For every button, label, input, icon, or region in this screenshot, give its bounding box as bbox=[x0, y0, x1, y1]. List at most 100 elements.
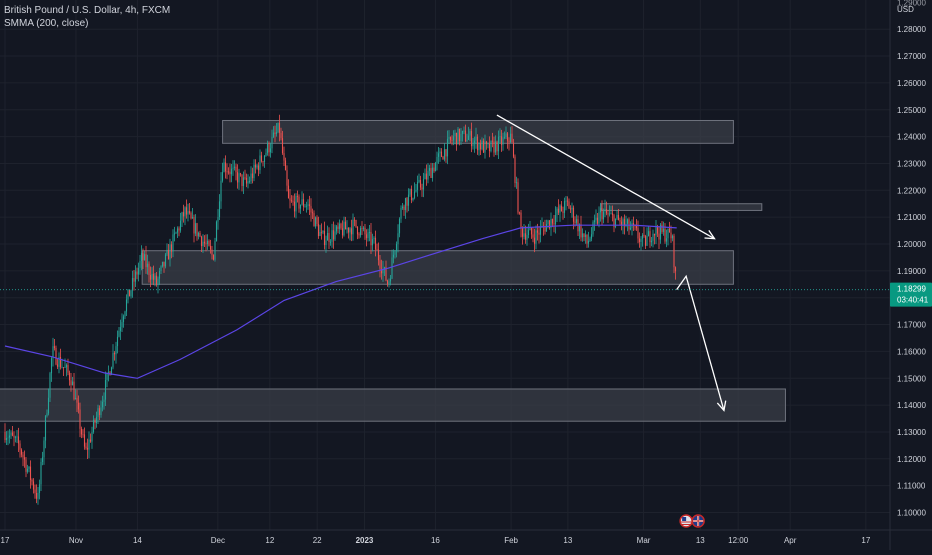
candle-body[interactable] bbox=[664, 228, 666, 242]
candle-body[interactable] bbox=[80, 428, 83, 435]
candle-body[interactable] bbox=[265, 152, 267, 156]
candle-body[interactable] bbox=[587, 241, 590, 244]
candle-body[interactable] bbox=[655, 226, 657, 236]
candle-body[interactable] bbox=[121, 322, 123, 328]
candle-body[interactable] bbox=[550, 219, 552, 229]
candle-body[interactable] bbox=[62, 367, 65, 368]
candle-body[interactable] bbox=[584, 234, 587, 238]
candle-body[interactable] bbox=[502, 137, 504, 145]
candle-body[interactable] bbox=[379, 260, 381, 269]
candle-body[interactable] bbox=[268, 143, 270, 153]
candle-body[interactable] bbox=[430, 168, 432, 178]
candle-body[interactable] bbox=[503, 137, 506, 138]
candle-body[interactable] bbox=[97, 408, 99, 417]
candle-body[interactable] bbox=[539, 227, 542, 235]
candle-body[interactable] bbox=[605, 209, 608, 214]
candle-body[interactable] bbox=[329, 241, 332, 243]
candle-body[interactable] bbox=[464, 130, 467, 142]
candle-body[interactable] bbox=[326, 233, 329, 241]
candle-body[interactable] bbox=[449, 137, 452, 141]
candle-body[interactable] bbox=[310, 206, 312, 213]
candle-body[interactable] bbox=[581, 233, 584, 238]
resistance-zone-minor[interactable] bbox=[600, 203, 763, 211]
candle-body[interactable] bbox=[553, 223, 555, 225]
candle-body[interactable] bbox=[623, 219, 626, 226]
smma-line[interactable] bbox=[4, 224, 677, 379]
candle-body[interactable] bbox=[490, 140, 492, 152]
candle-body[interactable] bbox=[416, 181, 419, 190]
candle-body[interactable] bbox=[544, 226, 546, 232]
candle-body[interactable] bbox=[436, 156, 438, 163]
candle-body[interactable] bbox=[452, 136, 455, 141]
candle-body[interactable] bbox=[451, 140, 453, 141]
candle-body[interactable] bbox=[8, 435, 11, 438]
candle-body[interactable] bbox=[478, 143, 480, 151]
candle-body[interactable] bbox=[599, 208, 602, 213]
candle-body[interactable] bbox=[170, 244, 173, 252]
candle-body[interactable] bbox=[233, 166, 236, 168]
candle-body[interactable] bbox=[91, 431, 93, 442]
candle-body[interactable] bbox=[572, 207, 575, 222]
candle-body[interactable] bbox=[391, 257, 393, 279]
candle-body[interactable] bbox=[238, 173, 240, 183]
candle-body[interactable] bbox=[371, 239, 374, 246]
candle-body[interactable] bbox=[61, 367, 63, 368]
candle-body[interactable] bbox=[560, 205, 563, 212]
candle-body[interactable] bbox=[277, 122, 279, 133]
candle-body[interactable] bbox=[287, 185, 290, 199]
candle-body[interactable] bbox=[263, 155, 266, 162]
candle-body[interactable] bbox=[292, 200, 294, 202]
candle-body[interactable] bbox=[439, 151, 441, 154]
candle-body[interactable] bbox=[232, 167, 234, 169]
candle-body[interactable] bbox=[245, 177, 248, 184]
candle-body[interactable] bbox=[44, 416, 47, 441]
candle-body[interactable] bbox=[535, 230, 537, 244]
candle-body[interactable] bbox=[656, 226, 659, 234]
candle-body[interactable] bbox=[275, 132, 278, 134]
candle-body[interactable] bbox=[340, 223, 342, 229]
candle-body[interactable] bbox=[211, 249, 213, 255]
candle-body[interactable] bbox=[644, 236, 647, 246]
candle-body[interactable] bbox=[563, 201, 566, 213]
candle-body[interactable] bbox=[116, 336, 119, 347]
candle-body[interactable] bbox=[616, 214, 618, 219]
candle-body[interactable] bbox=[611, 213, 614, 216]
candle-body[interactable] bbox=[37, 492, 39, 499]
candle-body[interactable] bbox=[554, 215, 557, 225]
candle-body[interactable] bbox=[298, 196, 300, 209]
candle-body[interactable] bbox=[317, 223, 320, 237]
support-zone-bottom[interactable] bbox=[0, 388, 786, 422]
candle-body[interactable] bbox=[178, 228, 180, 231]
candle-body[interactable] bbox=[433, 167, 435, 172]
candle-body[interactable] bbox=[481, 140, 483, 150]
candle-body[interactable] bbox=[272, 132, 275, 137]
candle-body[interactable] bbox=[184, 207, 186, 217]
candle-body[interactable] bbox=[193, 217, 195, 234]
candle-body[interactable] bbox=[530, 227, 533, 235]
candle-body[interactable] bbox=[142, 253, 144, 260]
candle-body[interactable] bbox=[38, 484, 41, 493]
candle-body[interactable] bbox=[209, 245, 212, 250]
candle-body[interactable] bbox=[115, 346, 117, 355]
candle-body[interactable] bbox=[400, 207, 402, 219]
candle-body[interactable] bbox=[46, 413, 48, 417]
candle-body[interactable] bbox=[307, 204, 309, 206]
candle-body[interactable] bbox=[331, 230, 333, 242]
candle-body[interactable] bbox=[650, 240, 653, 243]
candle-body[interactable] bbox=[160, 266, 162, 272]
candle-body[interactable] bbox=[649, 231, 651, 243]
candle-body[interactable] bbox=[614, 218, 617, 227]
candle-body[interactable] bbox=[448, 137, 450, 139]
candle-body[interactable] bbox=[334, 231, 336, 240]
candle-body[interactable] bbox=[511, 133, 513, 143]
candle-body[interactable] bbox=[404, 198, 407, 210]
candle-body[interactable] bbox=[652, 233, 654, 241]
candle-body[interactable] bbox=[83, 434, 86, 447]
candle-body[interactable] bbox=[365, 234, 368, 239]
candle-body[interactable] bbox=[467, 135, 470, 140]
candle-body[interactable] bbox=[521, 228, 524, 237]
candle-body[interactable] bbox=[127, 289, 129, 300]
candle-body[interactable] bbox=[394, 251, 396, 255]
candle-body[interactable] bbox=[113, 353, 116, 355]
candle-body[interactable] bbox=[382, 268, 384, 274]
